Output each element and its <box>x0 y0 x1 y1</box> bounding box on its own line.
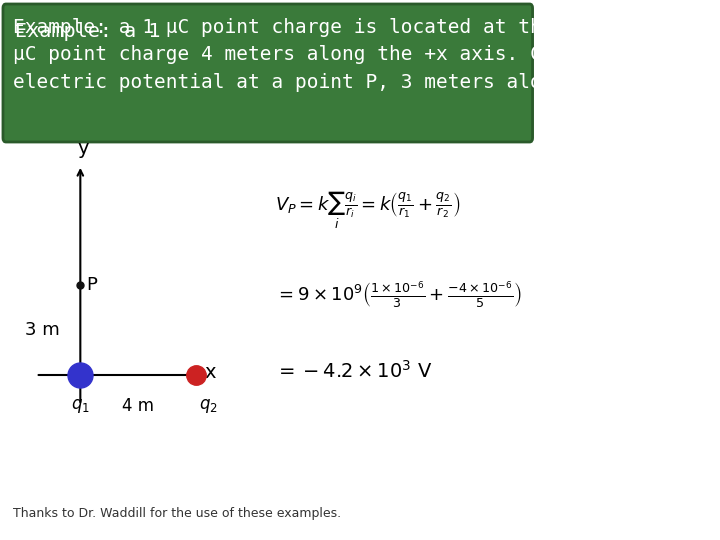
FancyBboxPatch shape <box>3 4 533 142</box>
Text: $= 9\times10^9\left(\frac{1\times10^{-6}}{3}+\frac{-4\times10^{-6}}{5}\right)$: $= 9\times10^9\left(\frac{1\times10^{-6}… <box>275 280 522 311</box>
Text: 3 m: 3 m <box>24 321 60 339</box>
Text: $q_2$: $q_2$ <box>199 397 218 415</box>
Text: 4 m: 4 m <box>122 397 154 415</box>
Text: $= -4.2\times10^3\ \mathrm{V}$: $= -4.2\times10^3\ \mathrm{V}$ <box>275 360 433 382</box>
Text: y: y <box>78 139 89 158</box>
Text: $q_1$: $q_1$ <box>71 397 90 415</box>
Text: Example: a 1 μC point charge is located at the origin and a –4
μC point charge 4: Example: a 1 μC point charge is located … <box>14 18 720 91</box>
Text: Example: a 1: Example: a 1 <box>15 22 173 41</box>
Text: $V_P = k\sum_i \frac{q_i}{r_i} = k\left(\frac{q_1}{r_1}+\frac{q_2}{r_2}\right)$: $V_P = k\sum_i \frac{q_i}{r_i} = k\left(… <box>275 190 461 231</box>
Text: P: P <box>86 276 97 294</box>
Text: Thanks to Dr. Waddill for the use of these examples.: Thanks to Dr. Waddill for the use of the… <box>14 507 341 520</box>
Text: x: x <box>204 363 216 382</box>
